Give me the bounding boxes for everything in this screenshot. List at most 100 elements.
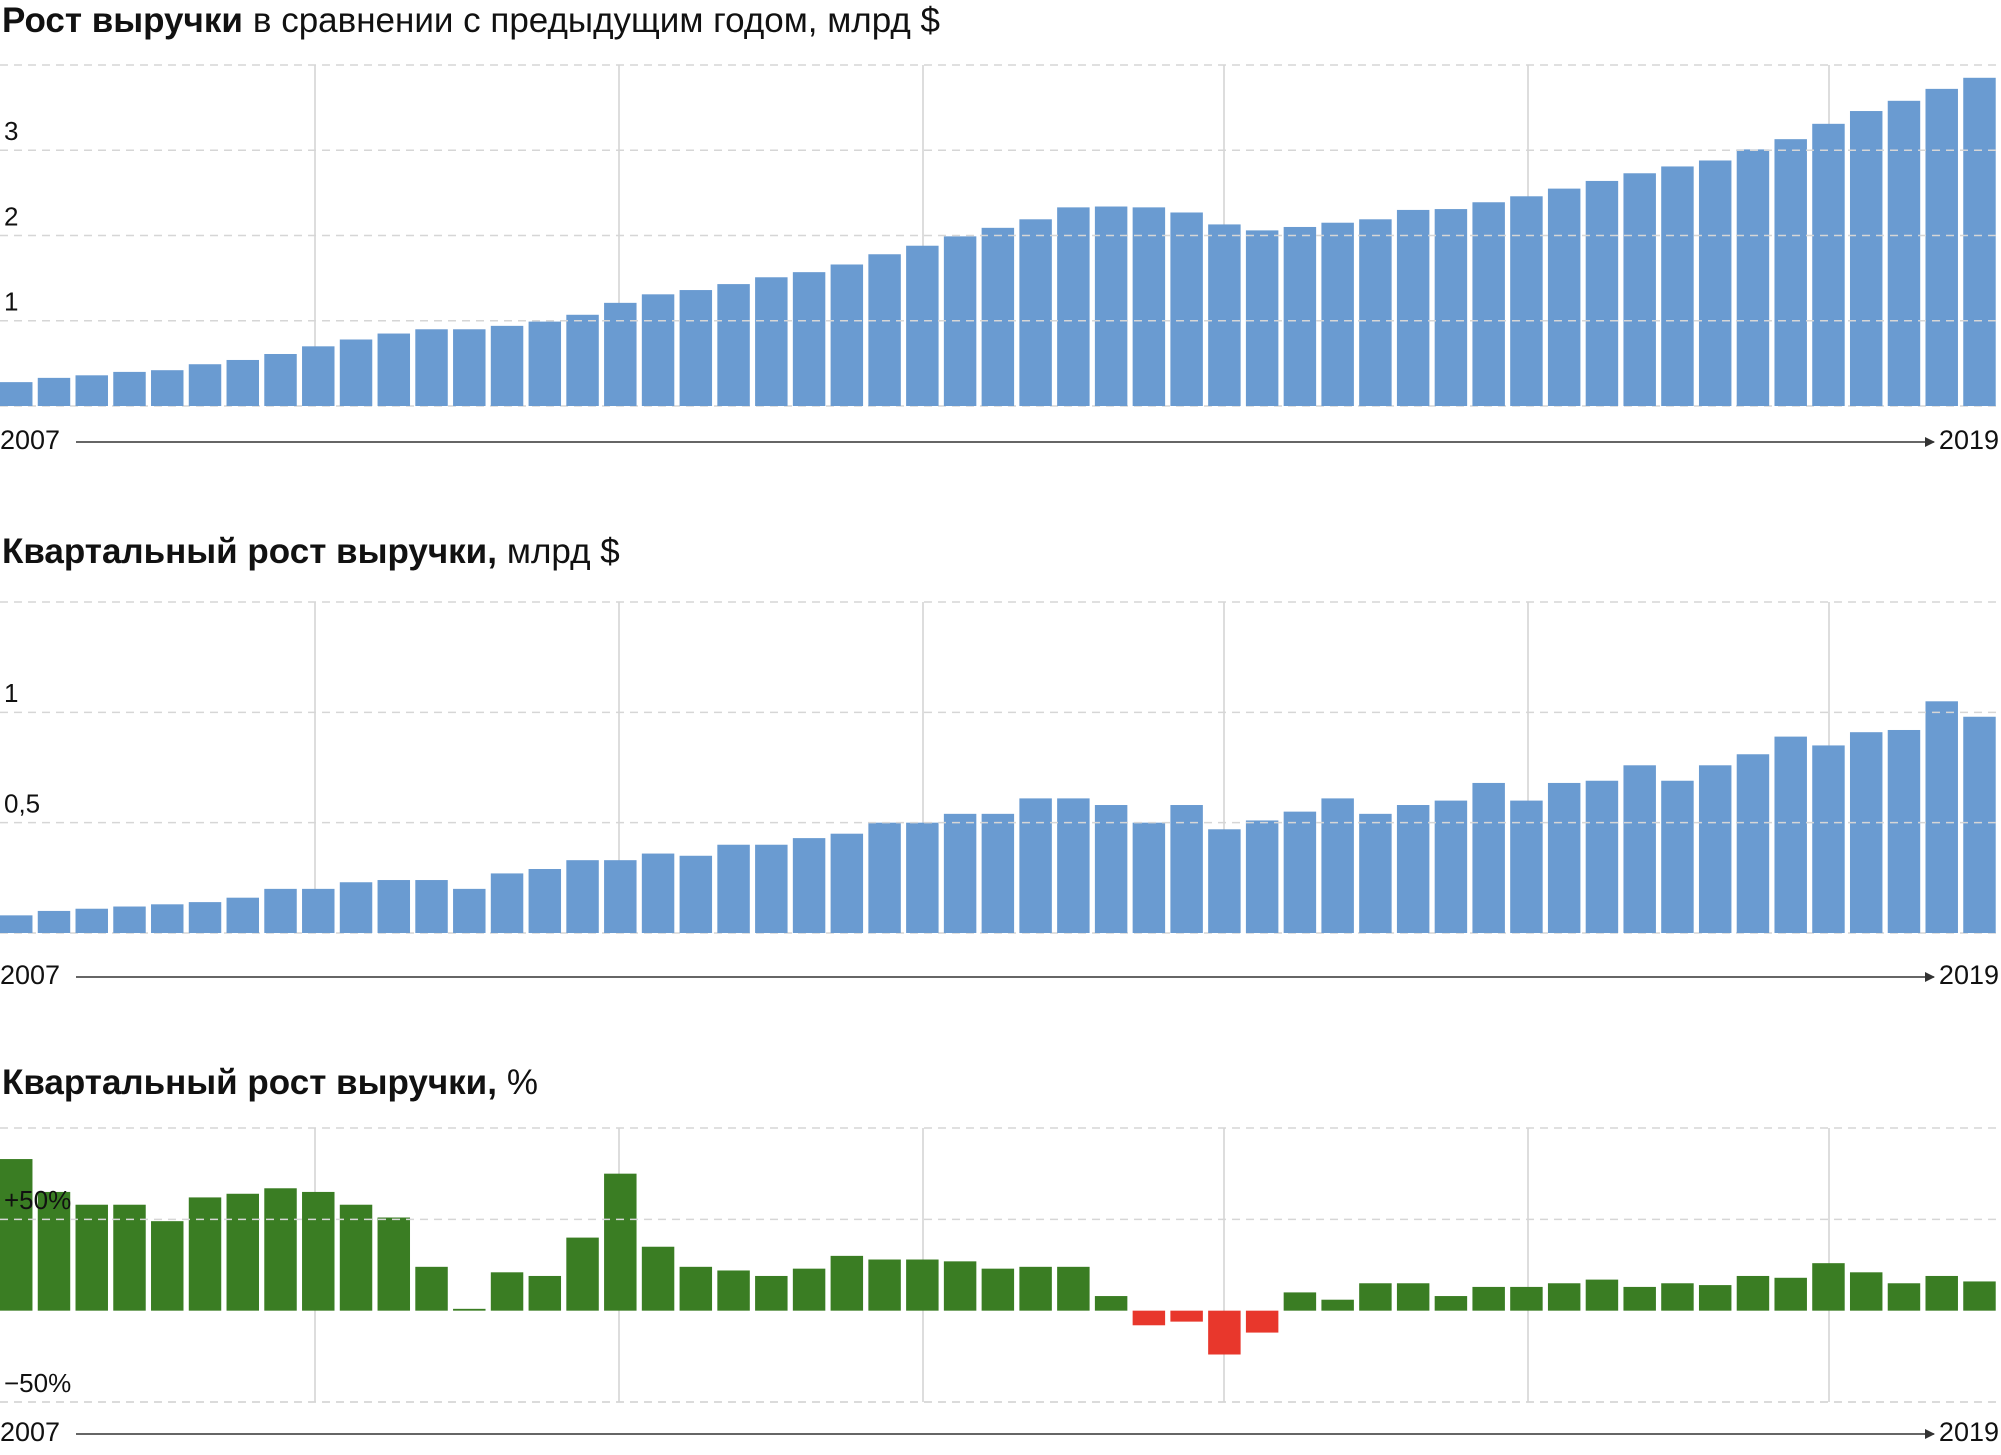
bar xyxy=(377,880,411,933)
bar xyxy=(1774,139,1807,407)
bar xyxy=(302,888,335,933)
bar xyxy=(1963,1281,1996,1311)
bar xyxy=(1321,798,1354,933)
bar xyxy=(1019,219,1052,406)
bar xyxy=(792,272,826,406)
bar xyxy=(1434,209,1468,406)
bar xyxy=(868,822,901,933)
bar xyxy=(151,904,184,933)
title-main: Рост выручки xyxy=(2,1,243,40)
bar xyxy=(1887,729,1921,933)
bar xyxy=(490,873,524,933)
x-start-label: 2007 xyxy=(0,960,60,990)
bar xyxy=(188,902,222,933)
bar xyxy=(1321,222,1354,406)
bar xyxy=(1547,188,1581,406)
bar xyxy=(1472,782,1505,933)
bar xyxy=(1396,1283,1430,1311)
bar xyxy=(264,888,297,933)
bar xyxy=(377,333,411,406)
bar xyxy=(415,1266,448,1311)
bar xyxy=(981,1268,1015,1311)
bar xyxy=(830,833,864,933)
bar xyxy=(1132,822,1166,933)
bar xyxy=(641,853,675,933)
bar xyxy=(1925,701,1958,933)
bar xyxy=(717,284,750,406)
bar xyxy=(37,1191,71,1311)
bar xyxy=(1849,111,1883,406)
bar xyxy=(717,844,750,933)
bar xyxy=(226,1193,259,1311)
bar xyxy=(0,915,33,933)
bar xyxy=(1698,160,1732,406)
bar xyxy=(1661,780,1694,933)
bar xyxy=(339,1204,373,1311)
y-tick-label: 3 xyxy=(4,116,18,146)
bar xyxy=(943,1261,977,1311)
bar xyxy=(377,1217,411,1311)
bar xyxy=(1132,1310,1166,1326)
bar xyxy=(1585,180,1619,406)
bar xyxy=(1057,207,1090,406)
bar xyxy=(1434,1296,1468,1311)
bar xyxy=(1623,173,1656,406)
bar xyxy=(188,1197,222,1311)
bar xyxy=(528,1275,562,1311)
bar xyxy=(1963,716,1996,933)
bar xyxy=(604,860,637,933)
bar xyxy=(528,321,562,406)
bar xyxy=(566,314,599,406)
y-tick-label: 1 xyxy=(4,678,18,708)
bar xyxy=(226,359,259,406)
bar xyxy=(981,227,1015,406)
bar xyxy=(415,329,448,406)
bar xyxy=(264,353,297,406)
bar xyxy=(75,375,108,406)
bar xyxy=(830,1255,864,1311)
bar xyxy=(1019,1266,1052,1311)
title-suffix: млрд $ xyxy=(507,532,620,571)
bar xyxy=(1359,1283,1392,1311)
y-tick-label: −50% xyxy=(4,1368,71,1398)
bar xyxy=(188,364,222,406)
bar xyxy=(906,1259,939,1311)
title-suffix: % xyxy=(507,1063,538,1102)
bar xyxy=(1925,1275,1958,1311)
bar xyxy=(1812,745,1845,933)
bar xyxy=(1208,1310,1241,1355)
bar xyxy=(1849,732,1883,933)
bar xyxy=(1132,207,1166,406)
bar xyxy=(1057,1266,1090,1311)
bar xyxy=(37,377,71,406)
bar xyxy=(1925,88,1958,407)
bar xyxy=(1094,206,1128,406)
bar xyxy=(1359,219,1392,406)
bar xyxy=(1245,230,1279,406)
bar xyxy=(1774,1277,1807,1311)
bar xyxy=(906,245,939,406)
bar xyxy=(453,888,486,933)
x-end-label: 2019 xyxy=(1939,960,1999,990)
bar xyxy=(1585,1279,1619,1311)
bar xyxy=(1812,123,1845,406)
bar xyxy=(1661,1283,1694,1311)
bar xyxy=(264,1188,297,1311)
bar xyxy=(151,1221,184,1311)
bar xyxy=(717,1270,750,1311)
y-tick-label: +50% xyxy=(4,1185,71,1215)
x-start-label: 2007 xyxy=(0,425,60,455)
bar xyxy=(566,860,599,933)
bar xyxy=(1547,782,1581,933)
bar xyxy=(604,302,637,406)
bar xyxy=(1736,1275,1770,1311)
bar xyxy=(604,1173,637,1311)
title-main: Квартальный рост выручки, xyxy=(2,1063,497,1102)
bar xyxy=(490,1272,524,1311)
bar xyxy=(1472,1286,1505,1311)
bar xyxy=(1774,736,1807,933)
bar xyxy=(641,1246,675,1311)
chart-title: Квартальный рост выручки, млрд $ xyxy=(2,532,620,571)
y-tick-label: 2 xyxy=(4,201,18,231)
bar xyxy=(679,855,713,933)
